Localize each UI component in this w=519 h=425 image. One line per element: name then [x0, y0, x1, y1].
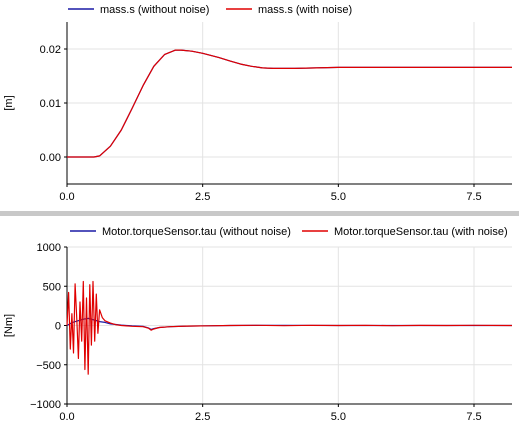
y-axis-label: [Nm] — [3, 314, 15, 337]
legend-entry: Motor.torqueSensor.tau (without noise) — [102, 226, 291, 238]
series-line-with-noise — [67, 49, 512, 158]
y-tick-label: 0 — [55, 321, 61, 333]
y-tick-label: 0.00 — [40, 152, 61, 164]
x-tick-label: 7.5 — [466, 191, 481, 203]
x-tick-label: 5.0 — [331, 411, 346, 423]
y-tick-label: −1000 — [30, 399, 61, 411]
x-tick-label: 0.0 — [59, 411, 74, 423]
x-tick-label: 2.5 — [195, 411, 210, 423]
legend-entry: mass.s (with noise) — [258, 4, 352, 16]
y-tick-label: 0.01 — [40, 98, 61, 110]
legend-entry: mass.s (without noise) — [100, 4, 209, 16]
y-axis-label: [m] — [3, 95, 15, 110]
series-line-with-noise — [66, 280, 513, 375]
y-tick-label: 0.02 — [40, 44, 61, 56]
x-tick-label: 0.0 — [59, 191, 74, 203]
chart-mass-position: 0.0 2.5 5.0 7.5 0.00 0.01 0.02 [m] mass.s (witho… — [3, 4, 512, 203]
x-tick-label: 7.5 — [466, 411, 481, 423]
y-tick-label: −500 — [36, 360, 61, 372]
legend-entry: Motor.torqueSensor.tau (with noise) — [334, 226, 508, 238]
x-tick-label: 2.5 — [195, 191, 210, 203]
chart-motor-torque: 0.0 2.5 5.0 7.5 −1000 −500 0 500 1000 [Nm] Motor.t… — [3, 226, 513, 423]
y-tick-label: 500 — [43, 281, 61, 293]
panel-divider[interactable] — [0, 211, 519, 216]
x-tick-label: 5.0 — [331, 191, 346, 203]
y-tick-label: 1000 — [37, 242, 61, 254]
